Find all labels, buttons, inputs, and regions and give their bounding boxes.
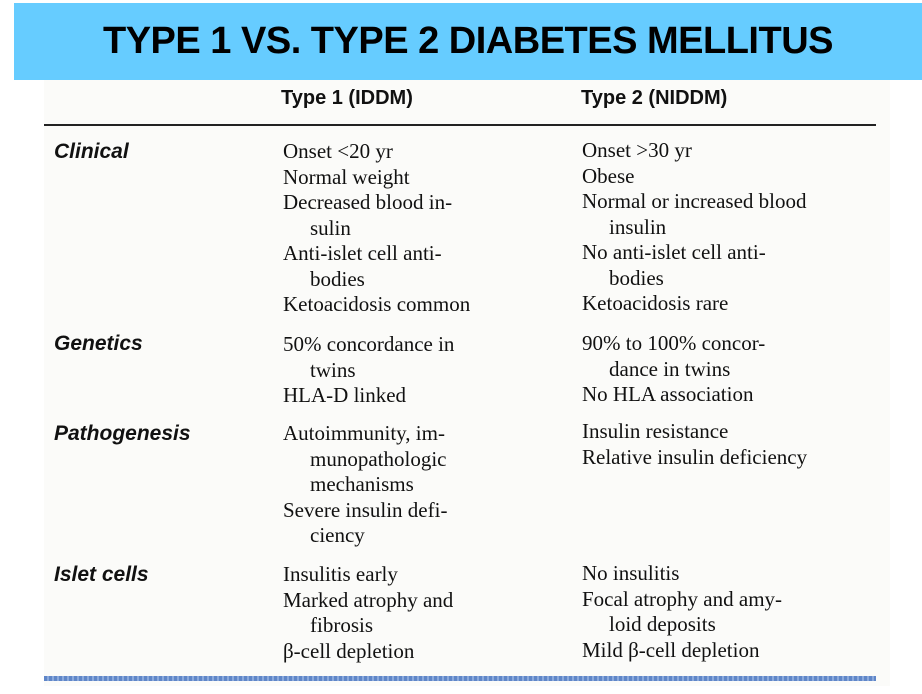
header-divider	[44, 124, 876, 126]
cell-line: insulin	[609, 214, 667, 239]
cell-line: fibrosis	[310, 613, 373, 637]
cell-islet-type1: Insulitis early Marked atrophy and fibro…	[283, 562, 453, 664]
cell-line: No insulitis	[582, 561, 680, 585]
cell-line: Relative insulin deficiency	[582, 444, 808, 469]
title-banner: TYPE 1 VS. TYPE 2 DIABETES MELLITUS	[14, 3, 922, 80]
page-title: TYPE 1 VS. TYPE 2 DIABETES MELLITUS	[103, 20, 833, 62]
cell-line: No HLA association	[582, 382, 754, 406]
cell-line: ciency	[310, 523, 365, 547]
cell-line: Obese	[582, 163, 635, 188]
cell-line: bodies	[310, 266, 365, 291]
cell-line: Insulitis early	[283, 562, 398, 586]
cell-line: munopathologic	[310, 446, 447, 471]
cell-line: sulin	[310, 215, 351, 240]
comparison-table	[44, 80, 890, 686]
cell-line: 90% to 100% concor-	[582, 331, 766, 355]
cell-line: Severe insulin defi-	[283, 497, 448, 522]
cell-clinical-type1: Onset <20 yr Normal weight Decreased blo…	[283, 139, 470, 318]
cell-line: HLA-D linked	[283, 383, 407, 407]
cell-genetics-type1: 50% concordance in twins HLA-D linked	[283, 332, 454, 409]
cell-islet-type2: No insulitis Focal atrophy and amy- loid…	[582, 561, 782, 663]
cell-genetics-type2: 90% to 100% concor- dance in twins No HL…	[582, 331, 765, 408]
row-label-genetics: Genetics	[54, 332, 143, 355]
cell-pathogenesis-type2: Insulin resistance Relative insulin defi…	[582, 419, 807, 470]
cell-line: Normal weight	[283, 164, 410, 189]
cell-pathogenesis-type1: Autoimmunity, im- munopathologic mechani…	[283, 421, 447, 549]
cell-line: Anti-islet cell anti-	[283, 241, 442, 265]
cell-line: loid deposits	[609, 612, 716, 636]
cell-line: No anti-islet cell anti-	[582, 240, 766, 264]
row-label-pathogenesis: Pathogenesis	[54, 422, 191, 445]
cell-line: Insulin resistance	[582, 419, 729, 443]
cell-line: Onset <20 yr	[283, 139, 393, 163]
cell-line: mechanisms	[310, 472, 414, 496]
cell-clinical-type2: Onset >30 yr Obese Normal or increased b…	[582, 138, 807, 317]
cell-line: twins	[310, 357, 356, 382]
row-label-clinical: Clinical	[54, 140, 129, 163]
cell-line: Ketoacidosis common	[283, 292, 471, 316]
cell-line: Normal or increased blood	[582, 189, 807, 213]
cell-line: dance in twins	[609, 356, 731, 381]
cell-line: Onset >30 yr	[582, 138, 692, 162]
column-header-type2: Type 2 (NIDDM)	[581, 87, 728, 109]
cell-line: Decreased blood in-	[283, 190, 453, 214]
column-header-type1: Type 1 (IDDM)	[281, 87, 413, 109]
bottom-divider	[44, 676, 876, 681]
row-label-islet-cells: Islet cells	[54, 563, 149, 586]
cell-line: β-cell depletion	[283, 638, 415, 663]
cell-line: Marked atrophy and	[283, 587, 454, 612]
cell-line: bodies	[609, 265, 664, 290]
cell-line: Focal atrophy and amy-	[582, 586, 783, 611]
cell-line: 50% concordance in	[283, 332, 455, 356]
cell-line: Mild β-cell depletion	[582, 637, 760, 662]
cell-line: Ketoacidosis rare	[582, 291, 729, 315]
cell-line: Autoimmunity, im-	[283, 421, 445, 445]
